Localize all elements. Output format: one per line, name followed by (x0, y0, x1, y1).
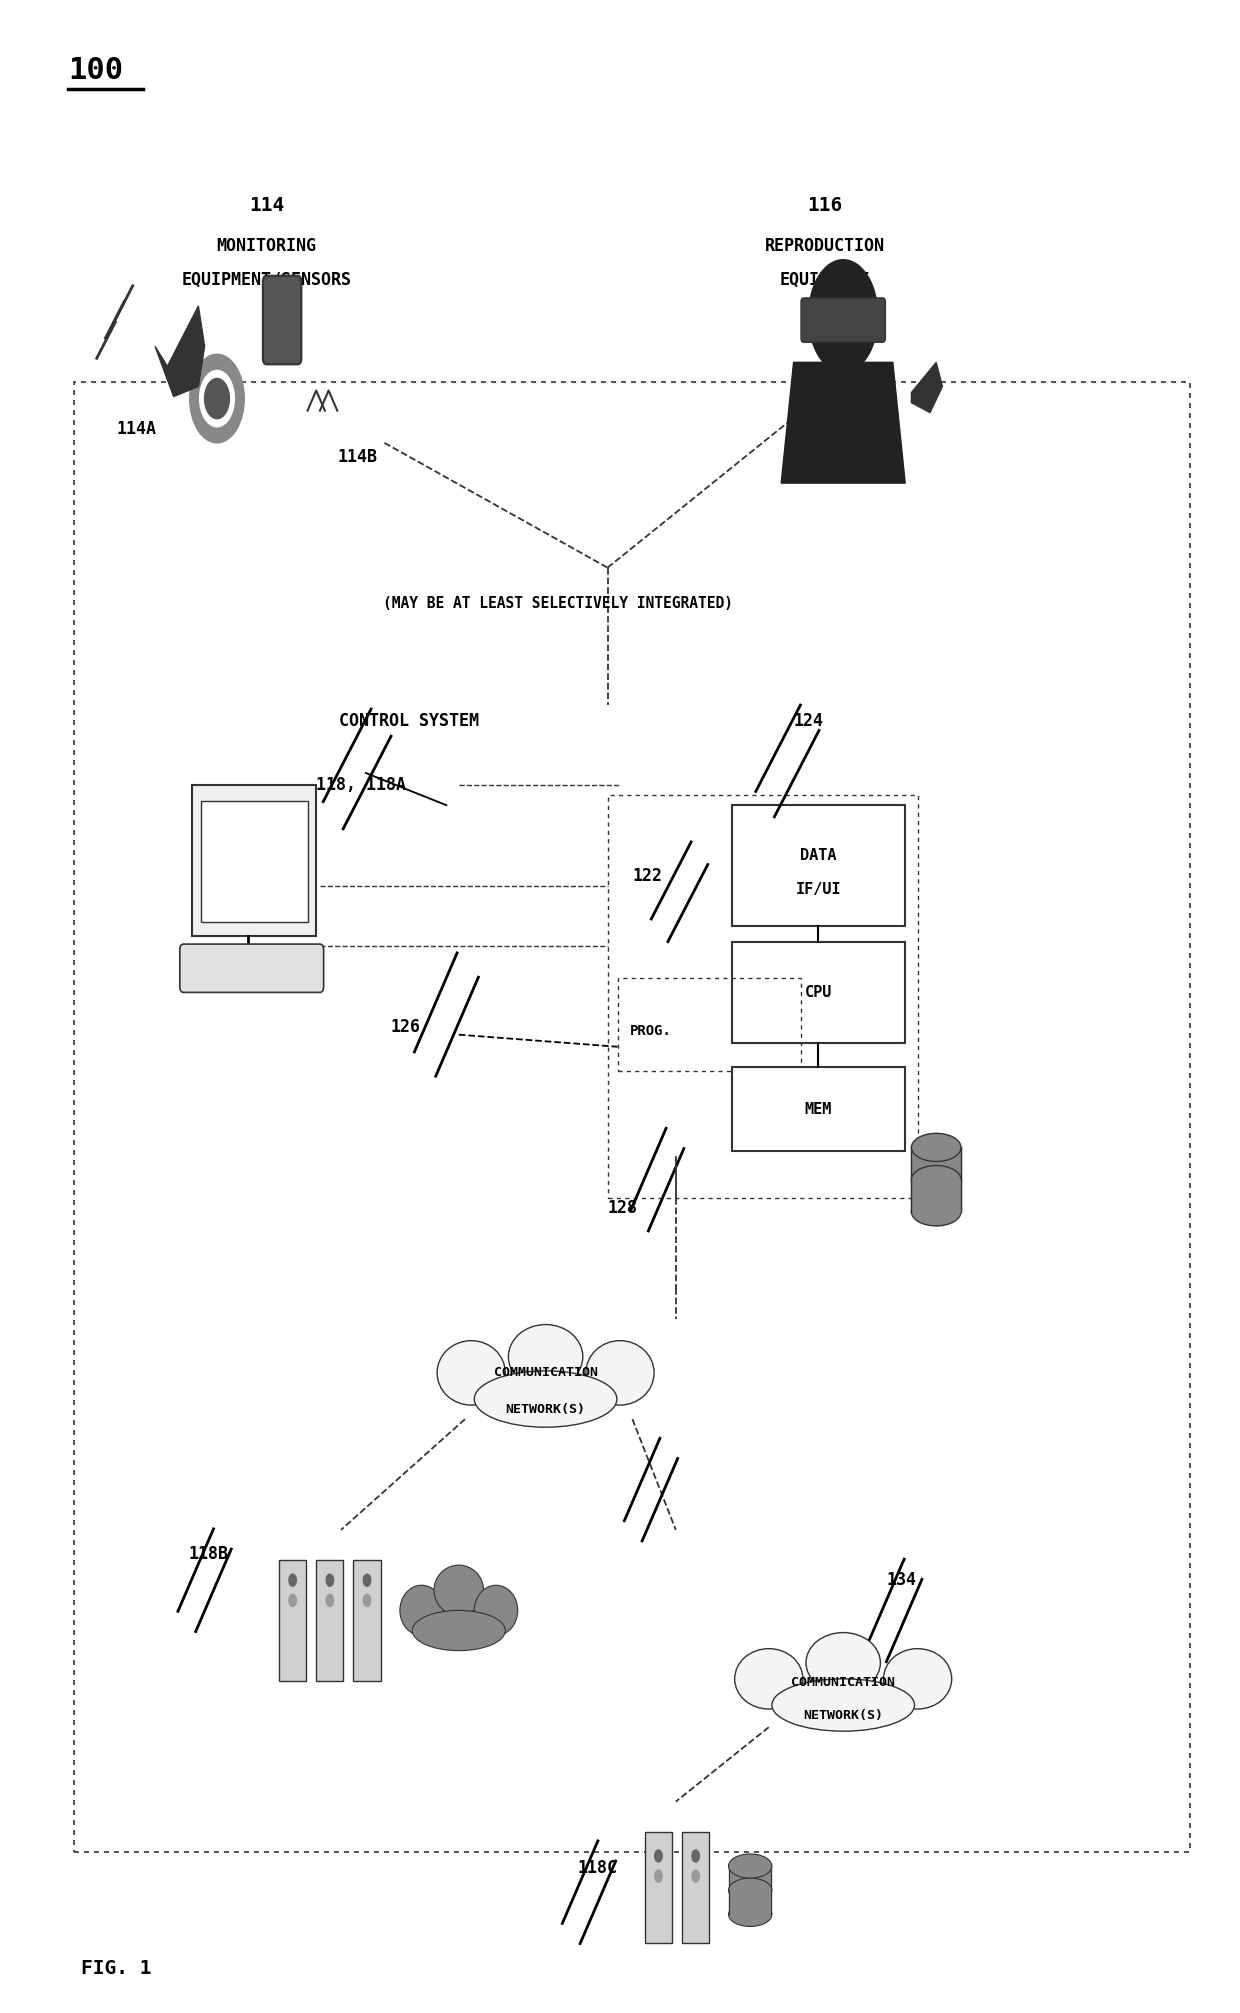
Polygon shape (781, 362, 905, 483)
Text: 118B: 118B (188, 1546, 228, 1562)
Circle shape (205, 378, 229, 419)
Text: 128: 128 (608, 1200, 637, 1216)
Ellipse shape (735, 1649, 804, 1709)
Polygon shape (279, 1560, 306, 1681)
Text: 124: 124 (794, 713, 823, 729)
Ellipse shape (728, 1878, 771, 1902)
Polygon shape (645, 1832, 672, 1943)
Text: 126: 126 (391, 1019, 420, 1035)
Polygon shape (729, 1866, 771, 1890)
Text: COMMUNICATION: COMMUNICATION (791, 1677, 895, 1689)
Polygon shape (911, 1147, 961, 1180)
Ellipse shape (412, 1610, 506, 1651)
Polygon shape (201, 801, 308, 922)
Ellipse shape (911, 1133, 961, 1162)
Text: EQUIPMENT: EQUIPMENT (780, 272, 869, 288)
Polygon shape (192, 785, 316, 936)
Ellipse shape (508, 1325, 583, 1389)
Ellipse shape (585, 1341, 655, 1405)
Text: 134: 134 (887, 1572, 916, 1588)
Text: 114A: 114A (117, 421, 156, 437)
Text: 114: 114 (249, 195, 284, 215)
Polygon shape (732, 805, 905, 926)
Ellipse shape (728, 1854, 771, 1878)
Ellipse shape (474, 1371, 618, 1427)
Circle shape (289, 1574, 296, 1586)
Circle shape (692, 1870, 699, 1882)
Text: (MAY BE AT LEAST SELECTIVELY INTEGRATED): (MAY BE AT LEAST SELECTIVELY INTEGRATED) (383, 596, 733, 612)
Text: 118, 118A: 118, 118A (316, 777, 407, 793)
Text: NETWORK(S): NETWORK(S) (804, 1709, 883, 1721)
Text: 118C: 118C (578, 1860, 618, 1876)
Ellipse shape (436, 1341, 506, 1405)
Circle shape (363, 1594, 371, 1606)
Polygon shape (911, 1180, 961, 1212)
Circle shape (363, 1574, 371, 1586)
Polygon shape (732, 942, 905, 1043)
Circle shape (326, 1574, 334, 1586)
Text: FIG. 1: FIG. 1 (81, 1959, 151, 1979)
Circle shape (200, 370, 234, 427)
Polygon shape (316, 1560, 343, 1681)
Text: NETWORK(S): NETWORK(S) (506, 1403, 585, 1415)
Ellipse shape (728, 1902, 771, 1926)
Polygon shape (682, 1832, 709, 1943)
Text: IF/UI: IF/UI (796, 882, 841, 898)
Text: MEM: MEM (805, 1101, 832, 1117)
Circle shape (326, 1594, 334, 1606)
Circle shape (289, 1594, 296, 1606)
Polygon shape (732, 1067, 905, 1151)
Text: EQUIPMENT/SENSORS: EQUIPMENT/SENSORS (181, 272, 352, 288)
Polygon shape (729, 1890, 771, 1914)
Ellipse shape (771, 1679, 915, 1731)
FancyBboxPatch shape (180, 944, 324, 992)
Circle shape (692, 1850, 699, 1862)
Text: REPRODUCTION: REPRODUCTION (765, 238, 884, 254)
Ellipse shape (883, 1649, 952, 1709)
Ellipse shape (911, 1198, 961, 1226)
Circle shape (808, 260, 878, 372)
Ellipse shape (399, 1586, 444, 1635)
Text: CPU: CPU (805, 984, 832, 1000)
Ellipse shape (474, 1586, 518, 1635)
Circle shape (655, 1870, 662, 1882)
Ellipse shape (911, 1166, 961, 1194)
Text: COMMUNICATION: COMMUNICATION (494, 1367, 598, 1379)
Text: 122: 122 (632, 868, 662, 884)
Ellipse shape (806, 1633, 880, 1693)
Polygon shape (353, 1560, 381, 1681)
FancyBboxPatch shape (263, 276, 301, 364)
Text: 100: 100 (68, 56, 123, 85)
Polygon shape (911, 362, 942, 413)
Text: DATA: DATA (800, 847, 837, 864)
Text: MONITORING: MONITORING (217, 238, 316, 254)
Text: PROG.: PROG. (630, 1025, 672, 1037)
Text: 114B: 114B (337, 449, 377, 465)
Text: 116: 116 (807, 195, 842, 215)
Polygon shape (155, 306, 205, 397)
Text: CONTROL SYSTEM: CONTROL SYSTEM (340, 713, 479, 729)
FancyBboxPatch shape (801, 298, 885, 342)
Circle shape (655, 1850, 662, 1862)
Circle shape (190, 354, 244, 443)
Ellipse shape (434, 1566, 484, 1614)
